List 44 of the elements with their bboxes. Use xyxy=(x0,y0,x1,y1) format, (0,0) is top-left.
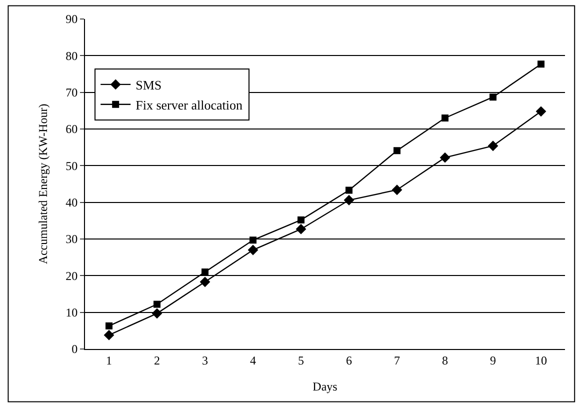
point xyxy=(538,60,544,68)
point xyxy=(442,114,448,122)
point xyxy=(104,330,114,340)
x-tick-label: 2 xyxy=(154,353,160,368)
y-tick-label: 20 xyxy=(66,268,78,283)
y-tick-label: 10 xyxy=(66,306,78,320)
point xyxy=(394,147,400,154)
point xyxy=(298,216,304,224)
point xyxy=(106,322,112,330)
y-tick-label: 90 xyxy=(66,12,78,26)
y-tick-label: 40 xyxy=(66,196,78,210)
x-tick-label: 1 xyxy=(106,353,112,368)
y-tick-label: 30 xyxy=(66,232,78,246)
x-tick-label: 4 xyxy=(250,353,256,368)
point xyxy=(200,276,210,288)
point xyxy=(344,194,354,206)
x-tick-label: 7 xyxy=(394,353,400,368)
point xyxy=(152,308,162,319)
x-tick-label: 10 xyxy=(535,353,547,368)
point xyxy=(154,300,160,308)
x-tick-label: 6 xyxy=(346,353,352,368)
point xyxy=(440,152,450,163)
point xyxy=(346,186,352,194)
x-tick-label: 3 xyxy=(202,353,208,368)
legend-label: Fix server allocation xyxy=(136,97,243,112)
x-axis-title: Days xyxy=(312,379,338,394)
point xyxy=(392,184,402,196)
y-tick-label: 80 xyxy=(66,48,78,63)
y-tick-label: 0 xyxy=(72,342,78,356)
y-axis-title: Accumulated Energy (KW-Hour) xyxy=(36,104,50,264)
point xyxy=(488,140,498,152)
x-tick-label: 5 xyxy=(298,353,304,368)
point xyxy=(202,268,208,276)
x-tick-label: 9 xyxy=(490,353,496,368)
point xyxy=(248,244,258,256)
x-tick-label: 8 xyxy=(442,353,448,368)
point xyxy=(250,236,256,244)
y-tick-label: 70 xyxy=(66,86,78,100)
point xyxy=(296,224,306,234)
point xyxy=(536,106,546,117)
y-tick-label: 60 xyxy=(66,122,78,136)
legend-label: SMS xyxy=(136,78,162,93)
y-tick-label: 50 xyxy=(66,158,78,173)
point xyxy=(490,94,496,101)
